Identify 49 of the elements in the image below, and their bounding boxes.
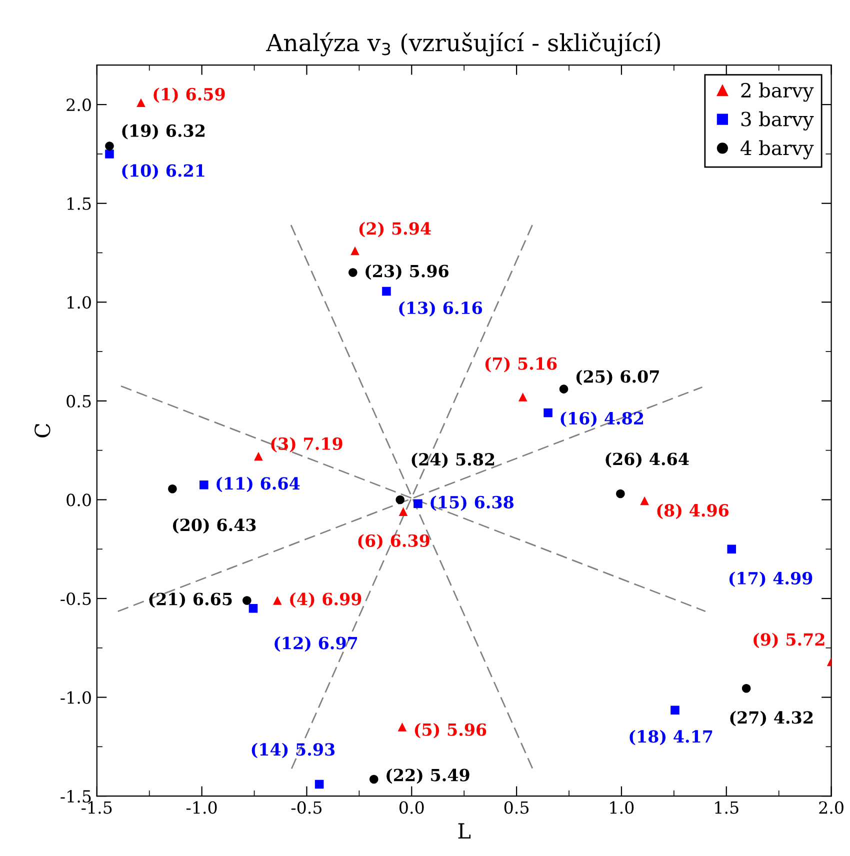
annotation: (23) 5.96	[366, 264, 448, 280]
annotation: (20) 6.43	[172, 518, 256, 534]
annotation: (7) 5.16	[485, 356, 557, 372]
annotation: (24) 5.82	[412, 452, 494, 468]
y-tick-label: -1.0	[60, 691, 91, 704]
x-tick-label: 0.5	[504, 801, 529, 814]
legend-label: 4 barvy	[740, 140, 814, 160]
x-tick-label: 2.0	[819, 801, 844, 814]
annotation: (17) 4.99	[729, 572, 812, 587]
y-tick-label: 1.0	[68, 296, 91, 309]
chart-title: Analýza v$_{3}$ (vzrušující - skličující)	[266, 32, 660, 56]
x-tick-label: -0.5	[291, 801, 322, 814]
y-tick-label: 1.5	[68, 197, 91, 210]
annotation: (21) 6.65	[149, 592, 232, 608]
annotation: (27) 4.32	[730, 710, 813, 726]
annotation: (11) 6.64	[216, 476, 300, 492]
annotation: (6) 6.39	[358, 534, 430, 550]
annotation: (1) 6.59	[154, 88, 225, 103]
annotation: (3) 7.19	[271, 437, 342, 452]
annotation: (19) 6.32	[122, 124, 204, 140]
annotation: (18) 4.17	[630, 730, 712, 746]
annotation: (4) 6.99	[290, 592, 362, 608]
annotation: (16) 4.82	[560, 412, 644, 427]
y-tick-label: -0.5	[60, 592, 91, 606]
legend-label: 3 barvy	[741, 111, 814, 130]
legend-label: 2 barvy	[741, 82, 814, 102]
annotation: (12) 6.97	[274, 636, 358, 652]
annotation: (10) 6.21	[122, 164, 204, 180]
x-axis-title: L	[458, 823, 471, 838]
y-tick-label: 0.0	[66, 494, 91, 506]
y-tick-label: 2.0	[66, 98, 91, 112]
x-tick-label: 1.5	[715, 801, 738, 814]
annotation: (15) 6.38	[430, 496, 514, 511]
annotation: (22) 5.49	[386, 768, 470, 784]
x-tick-label: -1.5	[82, 801, 112, 814]
annotation: (2) 5.94	[359, 222, 431, 238]
y-axis-title: C	[34, 424, 50, 438]
annotation: (13) 6.16	[399, 301, 482, 317]
annotation: (9) 5.72	[754, 632, 824, 648]
x-tick-label: 1.0	[610, 801, 634, 814]
annotation: (25) 6.07	[576, 370, 659, 386]
y-tick-label: -1.5	[60, 790, 91, 803]
annotation: (14) 5.93	[252, 742, 335, 758]
annotation: (8) 4.96	[657, 504, 729, 520]
x-tick-label: 0.0	[399, 801, 424, 814]
annotation: (26) 4.64	[606, 452, 689, 468]
y-tick-label: 0.5	[66, 394, 91, 408]
x-tick-label: -1.0	[186, 801, 217, 814]
annotation: (5) 5.96	[414, 723, 486, 738]
